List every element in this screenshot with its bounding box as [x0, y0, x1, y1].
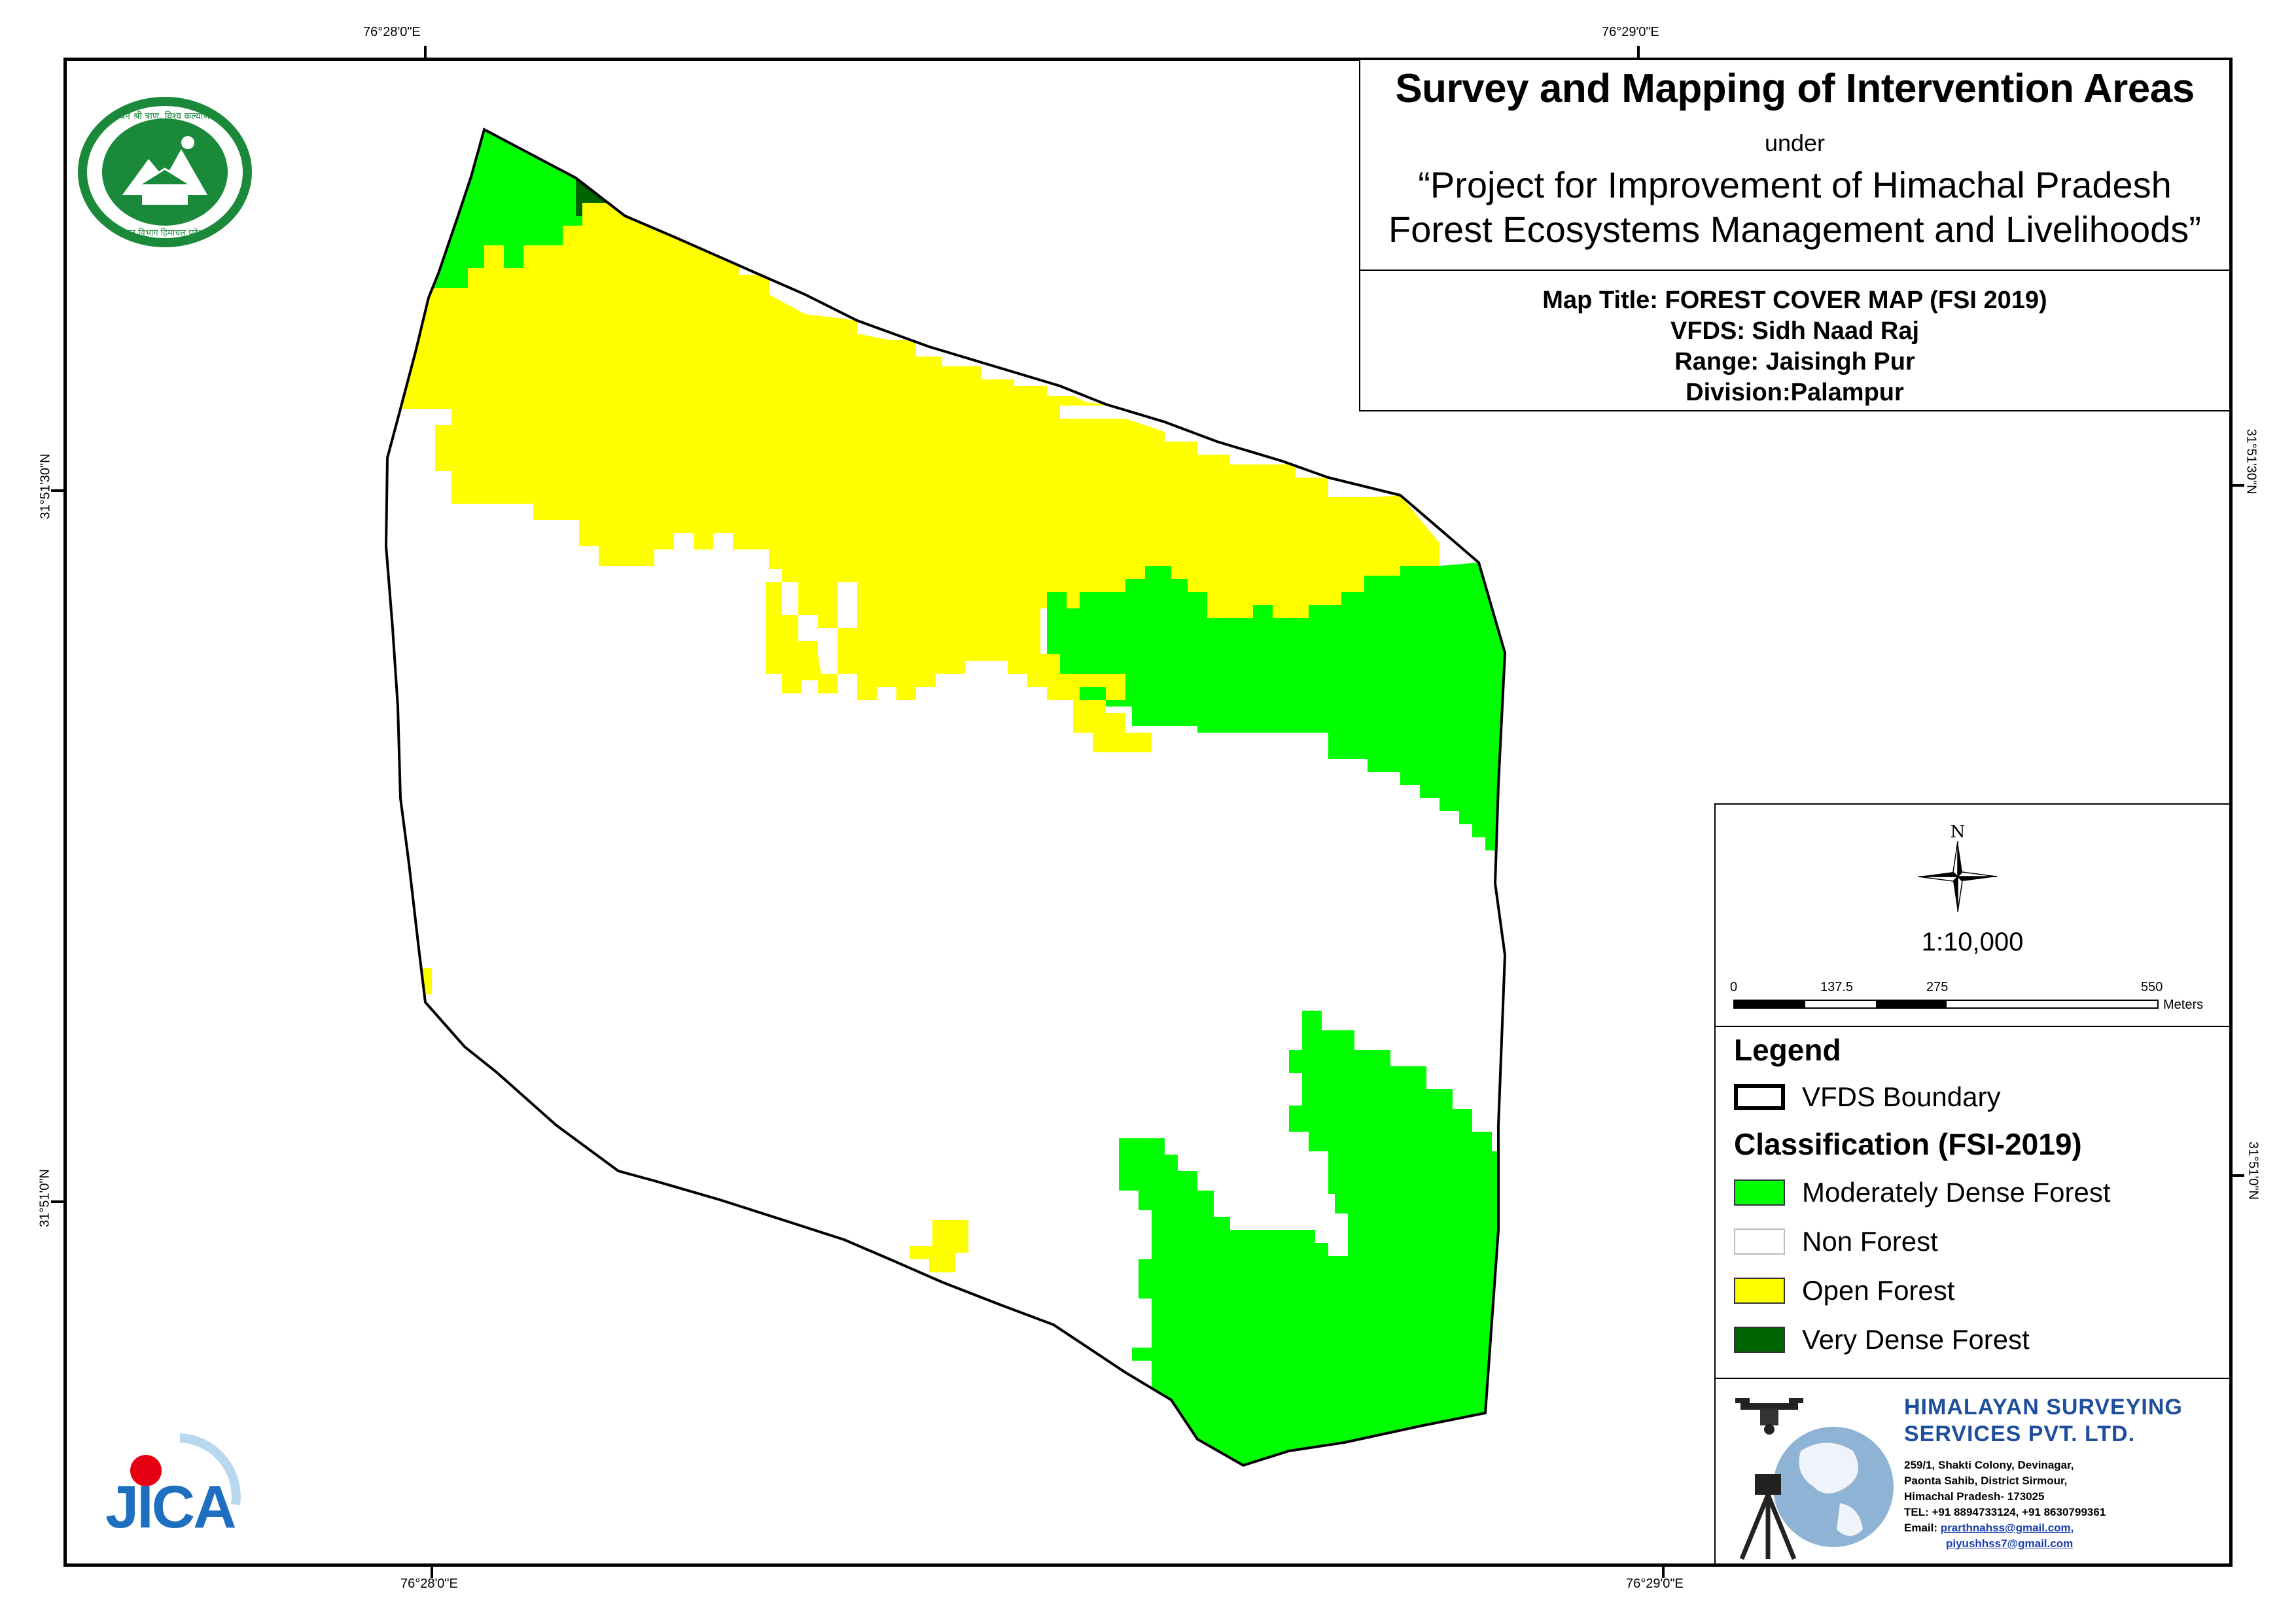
- jica-text: JICA: [105, 1474, 237, 1541]
- company-separator: [1716, 1378, 2229, 1379]
- division-label: Division:Palampur: [1686, 379, 1904, 406]
- company-address-line2: Paonta Sahib, District Sirmour,: [1904, 1475, 2068, 1487]
- company-phone: TEL: +91 8894733124, +91 8630799361: [1904, 1506, 2106, 1518]
- scale-tick-0: 0: [1730, 980, 1738, 994]
- coord-bottom-right: 76°29'0"E: [1626, 1577, 1684, 1591]
- company-address-line1: 259/1, Shakti Colony, Devinagar,: [1904, 1459, 2074, 1471]
- coord-top-right: 76°29'0"E: [1602, 25, 1659, 39]
- open-forest-area: [910, 1220, 968, 1272]
- legend-label-non-forest: Non Forest: [1802, 1226, 1938, 1257]
- open-forest-area: [386, 203, 1439, 752]
- north-label: N: [1951, 822, 1966, 842]
- legend-item-non-forest: Non Forest: [1734, 1225, 1938, 1258]
- frame-tick: [1637, 46, 1640, 59]
- very-dense-swatch: [1734, 1327, 1785, 1353]
- map-under-text: under: [1764, 130, 1826, 156]
- legend-item-very-dense: Very Dense Forest: [1734, 1323, 2030, 1356]
- project-title-line2: Forest Ecosystems Management and Livelih…: [1388, 209, 2201, 250]
- map-title-label: Map Title: FOREST COVER MAP (FSI 2019): [1542, 287, 2047, 314]
- company-address-line3: Himachal Pradesh- 173025: [1904, 1490, 2045, 1503]
- scale-unit: Meters: [2163, 998, 2204, 1012]
- legend-separator: [1716, 1026, 2229, 1027]
- moderately-dense-swatch: [1734, 1179, 1785, 1206]
- moderately-dense-forest-area: [1119, 1011, 1505, 1465]
- company-email-row-2: piyushhss7@gmail.com: [1946, 1537, 2073, 1550]
- frame-tick: [2231, 1174, 2244, 1177]
- map-main-title: Survey and Mapping of Intervention Areas: [1395, 66, 2195, 111]
- coord-top-left: 76°28'0"E: [363, 25, 421, 39]
- frame-tick: [424, 46, 427, 59]
- jica-logo: JICA: [101, 1433, 245, 1550]
- scale-ratio: 1:10,000: [1921, 928, 2024, 956]
- legend-label-open-forest: Open Forest: [1802, 1275, 1955, 1306]
- company-email-row: Email: prarthnahss@gmail.com,: [1904, 1522, 2074, 1535]
- title-box: Survey and Mapping of Intervention Areas…: [1359, 60, 2229, 411]
- vfds-label: VFDS: Sidh Naad Raj: [1670, 317, 1920, 345]
- legend-item-moderately-dense: Moderately Dense Forest: [1734, 1176, 2111, 1209]
- moderately-dense-forest-area: [1047, 563, 1505, 864]
- classification-heading: Classification (FSI-2019): [1734, 1127, 2082, 1161]
- legend-heading: Legend: [1734, 1033, 1841, 1067]
- open-forest-swatch: [1734, 1278, 1785, 1304]
- forest-department-seal-icon: वन श्री त्राण, विश्व कल्याण वन विभाग हिम…: [78, 97, 252, 247]
- scale-tick-550: 550: [2141, 980, 2163, 994]
- title-separator: [1360, 270, 2229, 271]
- range-label: Range: Jaisingh Pur: [1674, 348, 1915, 375]
- scale-tick-275: 275: [1926, 980, 1949, 994]
- email-link-2[interactable]: piyushhss7@gmail.com: [1946, 1537, 2074, 1550]
- frame-tick: [51, 489, 64, 492]
- project-title-line1: “Project for Improvement of Himachal Pra…: [1418, 164, 2172, 205]
- scale-bar: [1733, 1000, 2159, 1009]
- non-forest-swatch: [1734, 1229, 1785, 1255]
- company-name-line1: HIMALAYAN SURVEYING: [1904, 1395, 2183, 1420]
- forest-dept-name: वन विभाग हिमाचल प्रदेश: [126, 228, 205, 238]
- email-link-1[interactable]: prarthnahss@gmail.com,: [1940, 1522, 2074, 1534]
- north-arrow-icon: N: [1918, 822, 1998, 913]
- legend-label-moderately-dense: Moderately Dense Forest: [1802, 1177, 2111, 1208]
- frame-tick: [1662, 1565, 1665, 1578]
- email-label: Email:: [1904, 1522, 1938, 1534]
- legend-top-border: [1716, 803, 2229, 805]
- frame-tick: [51, 1200, 64, 1203]
- legend-item-vfds-boundary: VFDS Boundary: [1734, 1081, 2000, 1113]
- legend-item-open-forest: Open Forest: [1734, 1274, 1954, 1307]
- surveying-globe-icon: [1735, 1398, 1894, 1560]
- company-name-line2: SERVICES PVT. LTD.: [1904, 1422, 2136, 1446]
- scale-tick-137: 137.5: [1820, 980, 1854, 994]
- vfds-boundary-swatch: [1734, 1084, 1785, 1110]
- coord-bottom-left: 76°28'0"E: [400, 1577, 458, 1591]
- forest-dept-motto: वन श्री त्राण, विश्व कल्याण: [120, 111, 211, 122]
- legend-panel: N 1:10,000 0 137.5 275 550 Meters Legend…: [1714, 803, 2229, 1563]
- frame-tick: [2231, 484, 2244, 487]
- vfds-boundary: [384, 128, 1507, 1467]
- frame-tick: [431, 1565, 433, 1578]
- legend-label-vfds: VFDS Boundary: [1802, 1081, 2001, 1112]
- legend-label-very-dense: Very Dense Forest: [1802, 1324, 2030, 1355]
